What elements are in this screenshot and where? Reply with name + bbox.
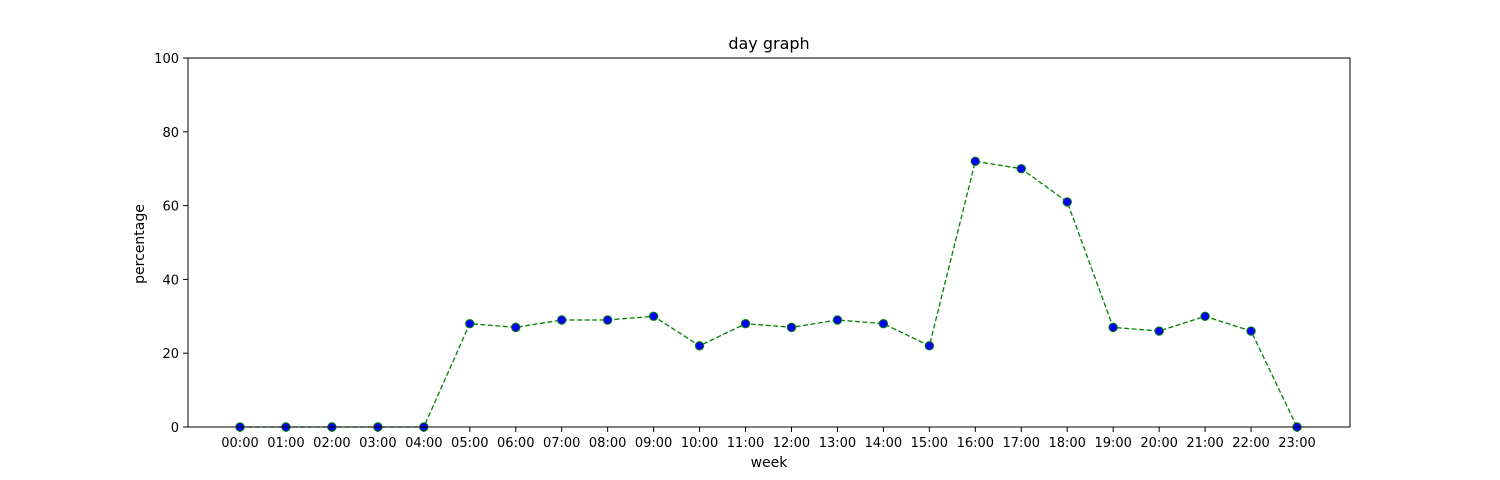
x-tick-label: 10:00 <box>681 436 718 451</box>
chart-title: day graph <box>728 34 809 53</box>
y-tick-label: 20 <box>162 347 179 362</box>
plot-frame <box>187 57 1351 428</box>
data-point <box>694 341 705 351</box>
y-axis-title: percentage <box>132 204 148 284</box>
x-tick-label: 16:00 <box>957 436 994 451</box>
data-point <box>1062 197 1072 207</box>
data-point <box>648 311 659 321</box>
x-tick-label: 19:00 <box>1094 436 1131 451</box>
x-tick-label: 17:00 <box>1003 436 1040 451</box>
x-tick-label: 23:00 <box>1278 436 1315 451</box>
data-point <box>878 318 889 329</box>
data-point <box>1108 322 1118 333</box>
data-point <box>556 315 567 325</box>
data-point <box>740 318 751 329</box>
x-tick-label: 06:00 <box>497 436 534 451</box>
x-tick-label: 20:00 <box>1140 436 1177 451</box>
data-point <box>970 156 981 167</box>
x-tick-label: 12:00 <box>773 436 810 451</box>
data-point <box>924 341 935 351</box>
x-tick-label: 21:00 <box>1186 436 1223 451</box>
y-tick-label: 0 <box>171 421 179 436</box>
y-tick-label: 100 <box>154 52 179 67</box>
x-tick-label: 01:00 <box>267 436 304 451</box>
x-tick-label: 02:00 <box>313 436 350 451</box>
data-point <box>602 315 613 325</box>
x-tick-label: 00:00 <box>221 436 258 451</box>
y-tick-label: 40 <box>162 273 179 288</box>
data-point <box>511 322 521 333</box>
x-tick-label: 22:00 <box>1232 436 1269 451</box>
x-tick-label: 15:00 <box>911 436 948 451</box>
x-tick-label: 09:00 <box>635 436 672 451</box>
plot-area <box>188 58 1350 427</box>
x-tick-label: 07:00 <box>543 436 580 451</box>
data-point <box>832 315 843 325</box>
data-point <box>1246 326 1256 336</box>
x-tick-label: 18:00 <box>1048 436 1085 451</box>
x-tick-label: 13:00 <box>819 436 856 451</box>
x-axis-title: week <box>751 455 789 471</box>
data-point <box>1016 164 1026 174</box>
data-point <box>465 318 475 329</box>
x-axis: 00:00 01:00 02:00 03:00 04:00 05:00 06:00 07:00… <box>221 427 1316 451</box>
x-tick-label: 14:00 <box>865 436 902 451</box>
data-point <box>1200 311 1210 321</box>
y-axis: 0 20 40 60 80 100 <box>154 52 188 436</box>
x-tick-label: 03:00 <box>359 436 396 451</box>
y-tick-label: 60 <box>162 200 179 215</box>
x-tick-label: 05:00 <box>451 436 488 451</box>
data-point <box>1154 326 1164 336</box>
y-tick-label: 80 <box>162 126 179 141</box>
data-point <box>786 322 797 333</box>
x-tick-label: 08:00 <box>589 436 626 451</box>
x-tick-label: 11:00 <box>727 436 764 451</box>
x-tick-label: 04:00 <box>405 436 442 451</box>
